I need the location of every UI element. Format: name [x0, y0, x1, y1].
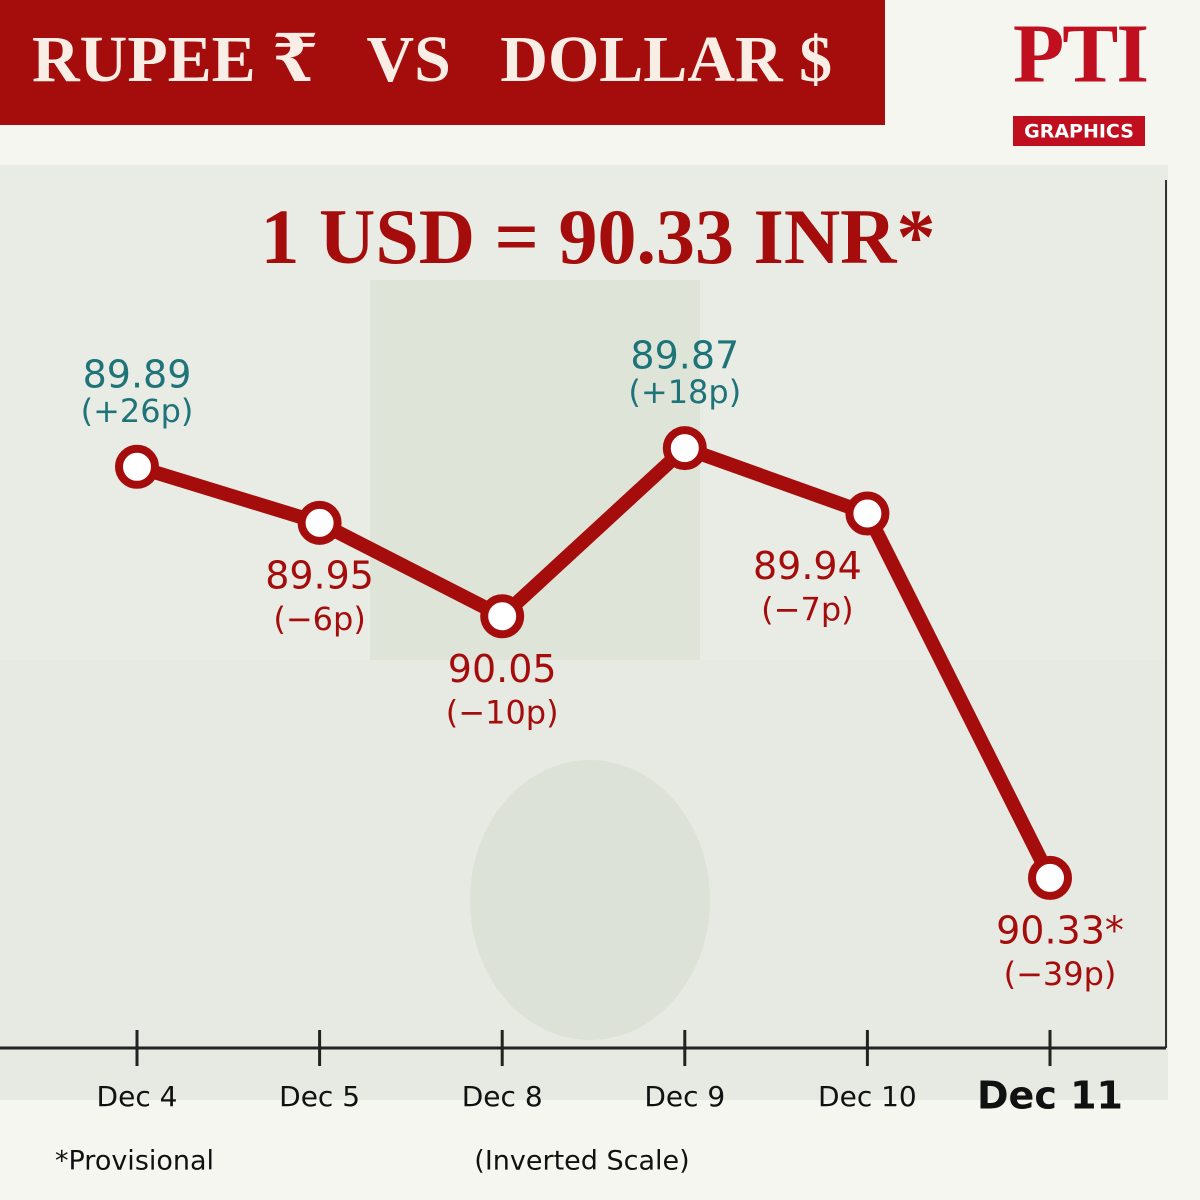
x-tick-label: Dec 11: [977, 1074, 1123, 1118]
value-label: 89.87: [630, 334, 739, 378]
change-label: (−7p): [761, 591, 853, 629]
x-tick-label: Dec 5: [279, 1080, 360, 1113]
title: RUPEE ₹ VS DOLLAR $: [32, 23, 832, 96]
value-label: 89.89: [83, 352, 192, 396]
x-tick-label: Dec 8: [462, 1080, 543, 1113]
change-label: (−6p): [273, 600, 365, 638]
x-tick-label: Dec 9: [644, 1080, 725, 1113]
point: [297, 500, 342, 545]
x-tick-label: Dec 4: [97, 1080, 178, 1113]
value-label: 89.95: [265, 553, 374, 597]
change-label: (+26p): [81, 392, 194, 430]
footnote: *Provisional: [55, 1146, 214, 1177]
dollar-portrait: [470, 760, 710, 1040]
value-label: 90.05: [448, 647, 557, 691]
logo-box: [1013, 116, 1145, 146]
note-portrait: [370, 280, 700, 660]
x-tick-label: Dec 10: [818, 1080, 917, 1113]
point: [662, 426, 707, 471]
value-label: 89.94: [753, 544, 862, 588]
scale-note: (Inverted Scale): [474, 1146, 689, 1177]
line: [134, 441, 1057, 882]
point: [845, 491, 890, 536]
logo: PTI: [1013, 7, 1147, 100]
change-label: (+18p): [628, 373, 741, 411]
title-bar: [0, 0, 885, 125]
point: [1028, 855, 1072, 900]
point: [480, 594, 525, 639]
change-label: (−10p): [446, 693, 559, 731]
change-label: (−39p): [1004, 955, 1117, 993]
logo-subtitle: GRAPHICS: [1024, 121, 1134, 143]
value-label: 90.33*: [996, 908, 1124, 952]
point: [115, 444, 159, 489]
headline: 1 USD = 90.33 INR*: [261, 193, 936, 280]
